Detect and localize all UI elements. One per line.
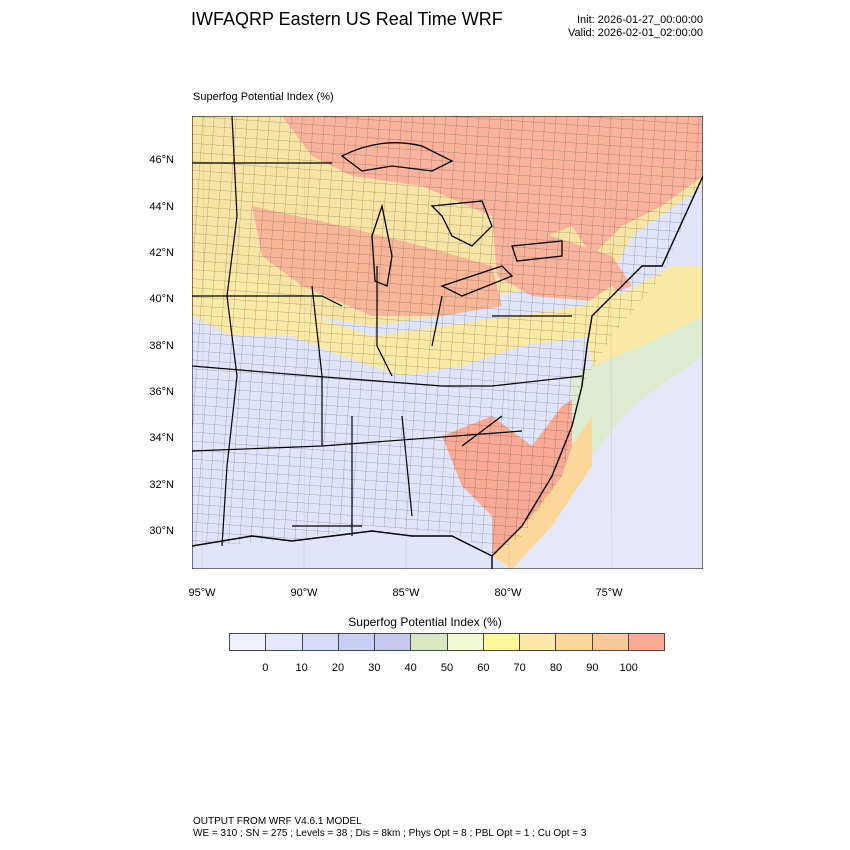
lon-label: 80°W <box>494 587 522 599</box>
graticule <box>201 116 613 569</box>
colorbar-tick-label: 70 <box>513 662 526 674</box>
atlantic-coastline <box>491 175 703 569</box>
lat-label: 42°N <box>149 247 174 259</box>
colorbar-box <box>556 634 593 650</box>
colorbar-box <box>375 634 412 650</box>
lat-label: 38°N <box>149 340 174 352</box>
lat-label: 30°N <box>149 525 174 537</box>
lat-label: 44°N <box>149 201 174 213</box>
colorbar-box <box>628 634 664 650</box>
figure-title: IWFAQRP Eastern US Real Time WRF <box>191 9 503 29</box>
colorbar-tick-label: 80 <box>549 662 563 674</box>
lon-label: 85°W <box>392 587 420 599</box>
colorbar-box <box>520 634 557 650</box>
footer-model: OUTPUT FROM WRF V4.6.1 MODEL <box>193 816 362 827</box>
region-offshore-orange <box>492 416 592 569</box>
lat-label: 34°N <box>149 432 174 444</box>
superfog-map <box>192 116 703 569</box>
colorbar-tick-label: 30 <box>368 662 381 674</box>
lat-label: 32°N <box>149 479 174 491</box>
model-footer: OUTPUT FROM WRF V4.6.1 MODEL WE = 310 ; … <box>193 816 586 840</box>
state-boundaries <box>192 116 583 547</box>
colorbar-box <box>447 634 484 650</box>
gulf-coastline <box>192 530 493 557</box>
region-offshore-yellow <box>582 266 703 366</box>
colorbar-box <box>483 634 520 650</box>
map-field-label: Superfog Potential Index (%) <box>193 91 334 103</box>
colorbar-box <box>302 634 339 650</box>
lon-label: 75°W <box>595 587 623 599</box>
legend-title: Superfog Potential Index (%) <box>348 615 502 629</box>
colorbar-box <box>592 634 629 650</box>
colorbar-box <box>266 634 303 650</box>
lon-label: 95°W <box>188 587 216 599</box>
init-time: Init: 2026-01-27_00:00:00 <box>577 14 703 26</box>
colorbar-box <box>230 634 267 650</box>
colorbar-box <box>338 634 375 650</box>
colorbar <box>229 633 665 651</box>
footer-config: WE = 310 ; SN = 275 ; Levels = 38 ; Dis … <box>193 828 587 839</box>
colorbar-tick-label: 40 <box>404 662 417 674</box>
colorbar-tick-label: 20 <box>331 662 345 674</box>
run-times: Init: 2026-01-27_00:00:00 Valid: 2026-02… <box>568 14 703 40</box>
colorbar-tick-label: 10 <box>295 662 308 674</box>
region-offshore-green <box>572 316 703 456</box>
lat-label: 40°N <box>149 293 174 305</box>
colorbar-tick-label: 60 <box>477 662 490 674</box>
colorbar-tick-label: 0 <box>262 662 269 674</box>
lon-label: 90°W <box>290 587 318 599</box>
lat-label: 36°N <box>149 386 174 398</box>
valid-time: Valid: 2026-02-01_02:00:00 <box>568 27 703 39</box>
lat-label: 46°N <box>149 154 174 166</box>
colorbar-tick-label: 100 <box>619 662 638 674</box>
colorbar-tick-label: 90 <box>586 662 599 674</box>
colorbar-tick-label: 50 <box>440 662 454 674</box>
colorbar-box <box>411 634 448 650</box>
